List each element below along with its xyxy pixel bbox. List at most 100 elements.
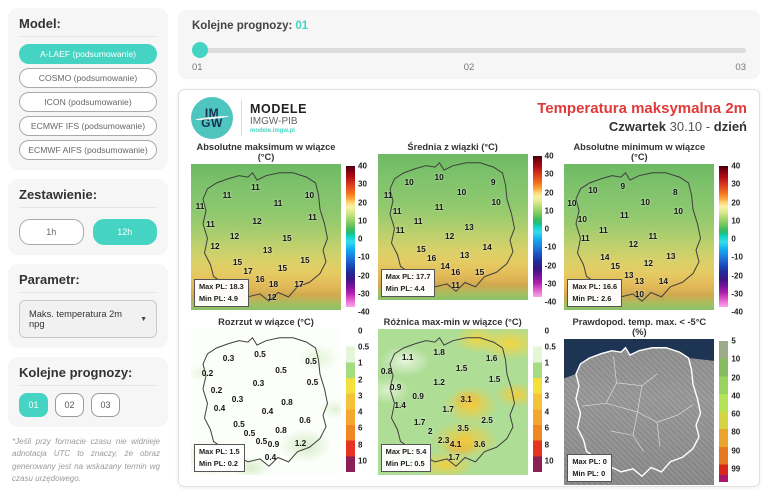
model-button-ecmwf-ifs[interactable]: ECMWF IFS (podsumowanie) (19, 116, 157, 136)
map-value-label: 13 (464, 222, 474, 232)
map-value-label: 10 (304, 189, 315, 200)
map-value-label: 0.3 (231, 394, 244, 405)
map-value-label: 16 (451, 267, 461, 278)
parametr-heading: Parametr: (19, 272, 157, 293)
map-value-label: 13 (460, 249, 470, 260)
map-value-label: 0.5 (243, 427, 256, 438)
colorbar-tick: 10 (358, 456, 367, 466)
model-button-icon[interactable]: ICON (podsumowanie) (19, 92, 157, 112)
map-value-label: 18 (268, 278, 279, 289)
zestawienie-card: Zestawienie: 1h 12h (8, 179, 168, 255)
map-canvas-mean: 10 10 9 11 10 10 11 11 11 13 11 12 15 14 16 13 14 16 15 11 … (377, 154, 528, 300)
map-value-label: 11 (580, 233, 590, 244)
max-pl: Max PL: 17.7 (385, 272, 431, 282)
colorbar-tick: 0 (544, 224, 550, 234)
map-value-label: 10 (457, 186, 467, 197)
colorbar-tick: 0 (358, 326, 363, 336)
map-value-label: 0.5 (306, 376, 319, 387)
colorbar-tick: -40 (731, 307, 743, 317)
colorbar-tick: 40 (731, 391, 741, 401)
map-value-label: 1.8 (433, 347, 445, 358)
map-value-label: 14 (440, 261, 450, 272)
colorbar-tick: 6 (544, 423, 550, 433)
model-button-alaef[interactable]: A-LAEF (podsumowanie) (19, 44, 157, 64)
poland-border (203, 338, 328, 466)
map-value-label: 11 (619, 210, 629, 221)
colorbar-tick: 10 (731, 354, 741, 364)
zestawienie-button-1h[interactable]: 1h (19, 219, 84, 245)
poland-map-outline (191, 164, 341, 310)
imgw-logo: IM GW MODELE IMGW-PIB modele.imgw.pl (191, 97, 307, 139)
colorbar-gradient (719, 341, 729, 482)
map-probability: Prawdopod. temp. max. < -5°C (%) Max PL:… (564, 317, 746, 485)
colorbar-tick: 0.5 (358, 342, 370, 352)
colorbar-tick: 20 (731, 373, 741, 382)
min-pl: Min PL: 0 (572, 469, 606, 479)
map-value-label: 15 (475, 267, 485, 278)
maps-grid: Absolutne maksimum w wiązce (°C) 11 11 10 1… (191, 142, 747, 485)
parametr-select[interactable]: Maks. temperatura 2m npg ▼ (19, 300, 157, 338)
map-value-label: 11 (206, 218, 215, 229)
colorbar: 40 30 20 10 0 -10 -20 -30 -40 (341, 161, 373, 317)
forecast-slider[interactable] (192, 41, 746, 59)
prognozy-button-03[interactable]: 03 (91, 393, 120, 417)
colorbar-gradient (532, 156, 542, 297)
colorbar-tick: 40 (358, 161, 367, 171)
map-value-label: 0.8 (275, 424, 287, 435)
colorbar-tick: 0 (544, 326, 550, 336)
map-value-label: 15 (282, 233, 292, 244)
colorbar-tick: 60 (731, 409, 741, 419)
map-mean: Średnia z wiązki (°C) 10 10 9 11 10 10 11 11 11 1… (377, 142, 560, 310)
map-abs-max: Absolutne maksimum w wiązce (°C) 11 11 10 1… (191, 142, 373, 317)
map-value-label: 11 (434, 201, 444, 212)
model-button-cosmo[interactable]: COSMO (podsumowanie) (19, 68, 157, 88)
map-value-label: 10 (673, 205, 683, 216)
poland-border (390, 163, 515, 291)
map-value-label: 14 (600, 252, 610, 263)
map-value-label: 0.2 (210, 385, 223, 396)
colorbar-tick: -20 (358, 271, 370, 280)
baltic-sea (564, 339, 715, 379)
map-value-label: 13 (634, 275, 644, 286)
colorbar: 5 10 20 40 60 80 90 99 (714, 336, 746, 485)
colorbar-tick: 0 (731, 234, 736, 244)
poland-border (203, 173, 328, 301)
map-title: Rozrzut w wiązce (°C) (218, 317, 314, 327)
date-number: 30.10 (669, 119, 703, 134)
slider-thumb[interactable] (192, 42, 208, 58)
colorbar-tick: 40 (731, 161, 741, 171)
map-value-label: 0.9 (412, 391, 424, 402)
parameter-title: Temperatura maksymalna 2m (537, 100, 747, 117)
colorbar-tick: -30 (358, 289, 370, 299)
map-value-label: 0.5 (305, 356, 317, 367)
slider-track[interactable] (192, 48, 746, 53)
colorbar-tick: 6 (358, 423, 363, 433)
colorbar-tick: 10 (544, 456, 554, 466)
map-value-label: 11 (451, 280, 461, 291)
map-value-label: 0.5 (255, 436, 268, 447)
model-button-ecmwf-aifs[interactable]: ECMWF AIFS (podsumowanie) (19, 140, 157, 160)
colorbar-tick: 8 (544, 440, 550, 450)
max-pl: Max PL: 1.5 (199, 447, 240, 457)
map-canvas-abs-max: 11 11 10 11 11 11 11 12 12 15 12 13 15 15 17 15 16 18 17 12… (191, 164, 341, 310)
forecast-slider-value: 01 (295, 20, 309, 32)
prognozy-button-02[interactable]: 02 (55, 393, 84, 417)
map-value-label: 12 (229, 230, 240, 241)
date-day: Czwartek (608, 119, 666, 134)
logo-gw: GW (201, 116, 223, 130)
map-values: 10 9 8 10 10 10 10 11 11 11 11 12 14 13 15 12 13 13 14 10 (564, 164, 714, 310)
colorbar: 40 30 20 10 0 -10 -20 -30 -40 (528, 152, 560, 307)
logo-divider (241, 100, 242, 136)
colorbar-tick: 10 (544, 206, 554, 216)
zestawienie-button-12h[interactable]: 12h (92, 219, 157, 245)
map-stats: Max PL: 0 Min PL: 0 (567, 454, 612, 482)
map-value-label: 8 (673, 186, 678, 197)
map-title: Różnica max-min w wiązce (°C) (383, 317, 522, 327)
colorbar-tick: 5 (731, 336, 736, 346)
colorbar-tick: 20 (544, 188, 554, 197)
map-value-label: 11 (308, 211, 317, 222)
prognozy-card: Kolejne prognozy: 01 02 03 (8, 357, 168, 427)
prognozy-button-01[interactable]: 01 (19, 393, 48, 417)
poland-border (576, 173, 701, 301)
map-value-label: 11 (395, 224, 405, 235)
